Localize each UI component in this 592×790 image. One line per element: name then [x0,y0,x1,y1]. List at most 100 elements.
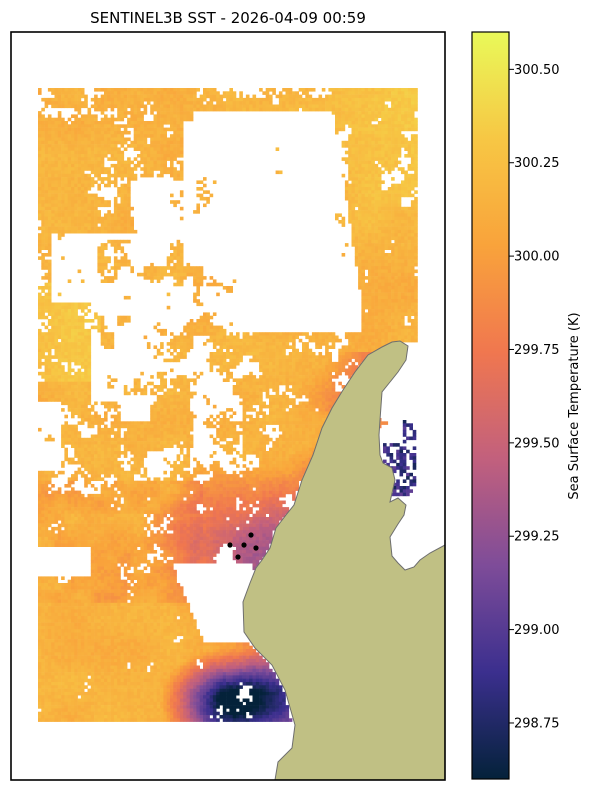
sst-pixel [94,312,98,316]
sst-pixel [298,104,303,109]
sst-pixel [229,91,233,95]
sst-pixel [374,243,379,247]
sst-pixel [140,173,144,178]
sst-pixel [407,233,412,237]
sst-pixel [44,187,49,191]
sst-pixel [219,355,224,359]
sst-pixel [61,170,65,175]
sst-pixel [351,94,356,99]
sst-pixel [143,269,148,274]
sst-pixel [51,328,55,333]
sst-pixel [41,140,45,145]
sst-pixel [113,140,118,145]
sst-pixel [160,160,164,165]
sst-pixel [404,177,408,181]
sst-pixel [110,107,115,112]
sst-pixel [381,239,385,244]
sst-pixel [47,328,52,333]
sst-pixel [401,137,405,142]
sst-pixel [407,150,412,155]
sst-pixel [361,167,365,171]
sst-pixel [123,262,128,267]
sst-pixel [170,88,174,92]
sst-pixel [377,345,382,349]
sst-pixel [80,170,85,175]
sst-pixel [87,177,92,181]
sst-pixel [364,256,369,260]
sst-pixel [341,348,346,353]
sst-pixel [87,375,92,379]
sst-pixel [351,107,356,112]
sst-pixel [371,289,375,293]
sst-pixel [315,361,319,366]
sst-pixel [364,173,369,178]
sst-pixel [163,111,167,115]
sst-pixel [209,332,214,336]
sst-pixel [67,391,72,396]
sst-pixel [368,88,372,92]
sst-pixel [348,371,352,376]
sst-pixel [97,144,101,148]
sst-pixel [193,266,197,270]
sst-pixel [226,342,230,346]
sst-pixel [335,88,339,92]
sst-pixel [186,104,191,109]
sst-pixel [199,196,204,201]
sst-pixel [77,196,82,201]
sst-pixel [160,114,164,118]
sst-pixel [170,150,174,155]
sst-pixel [123,190,128,194]
sst-pixel [397,282,402,287]
sst-pixel [358,203,362,208]
sst-pixel [401,335,405,340]
sst-pixel [64,381,68,386]
sst-pixel [166,342,171,346]
sst-pixel [170,121,174,125]
sst-pixel [156,157,161,161]
sst-pixel [351,210,356,214]
sst-pixel [110,130,115,135]
sst-pixel [61,368,65,373]
sst-pixel [179,193,184,198]
sst-pixel [374,167,379,171]
sst-pixel [315,388,319,392]
sst-pixel [150,147,154,151]
sst-pixel [64,187,68,191]
sst-pixel [74,147,78,151]
sst-pixel [272,355,276,359]
sst-pixel [232,279,237,283]
sst-pixel [77,117,82,122]
sst-pixel [107,124,111,128]
sst-pixel [216,292,220,297]
sst-pixel [80,190,85,194]
sst-pixel [275,352,280,356]
sst-pixel [371,140,375,145]
sst-pixel [123,187,128,191]
sst-pixel [57,160,62,165]
sst-pixel [391,130,395,135]
sst-pixel [110,173,115,178]
sst-pixel [364,319,369,323]
sst-pixel [358,223,362,227]
sst-pixel [104,170,108,175]
sst-pixel [358,259,362,264]
sst-pixel [265,335,270,340]
sst-pixel [61,345,65,349]
sst-pixel [364,147,369,151]
sst-pixel [64,338,68,343]
sst-pixel [179,381,184,386]
sst-pixel [387,305,392,310]
sst-pixel [206,104,210,109]
sst-pixel [133,167,138,171]
sst-pixel [84,391,88,396]
sst-pixel [51,210,55,214]
sst-pixel [74,94,78,99]
sst-pixel [176,177,181,181]
sst-pixel [348,375,352,379]
sst-pixel [358,332,362,336]
sst-pixel [84,144,88,148]
sst-pixel [41,375,45,379]
sst-pixel [344,104,349,109]
sst-pixel [71,302,75,307]
sst-pixel [123,147,128,151]
